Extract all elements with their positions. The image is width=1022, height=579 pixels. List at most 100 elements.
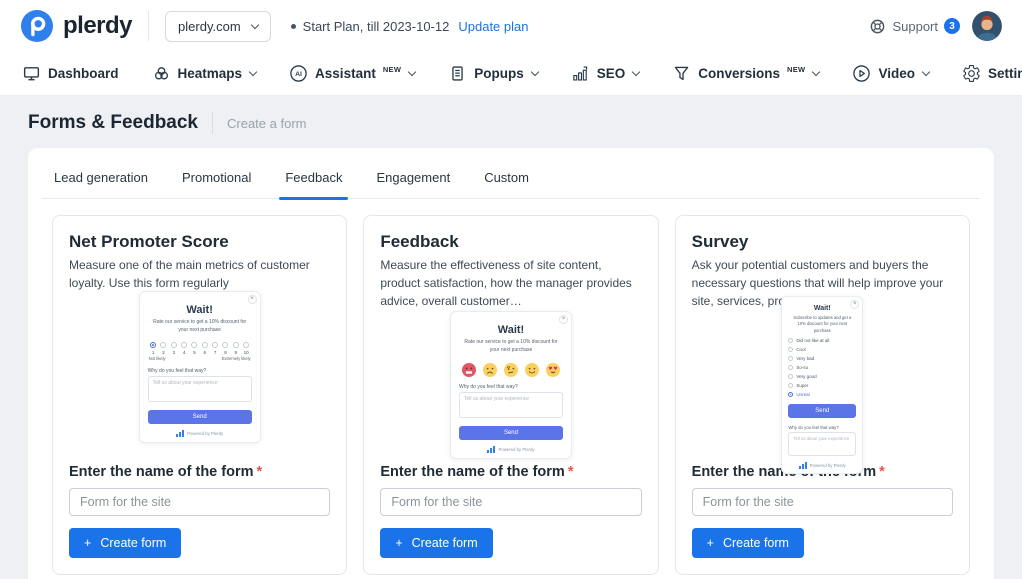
- radio-icon: [788, 355, 794, 361]
- survey-option: Cool: [788, 346, 856, 352]
- preview-send-button: Send: [458, 426, 563, 440]
- chevron-down-icon: [407, 67, 417, 77]
- card-title: Feedback: [380, 232, 459, 251]
- scale-number: 10: [243, 350, 249, 355]
- plerdy-logo[interactable]: plerdy: [20, 9, 133, 43]
- forms-panel: Lead generation Promotional Feedback Eng…: [28, 148, 994, 579]
- tab-lead-generation[interactable]: Lead generation: [54, 170, 148, 185]
- scale-option: 8: [221, 342, 230, 355]
- radio-icon: [232, 342, 239, 348]
- plus-icon: +: [84, 536, 92, 550]
- feedback-preview-popup: × Wait! Rate our service to get a 10% di…: [449, 311, 572, 459]
- powered-by: Powered by Plerdy: [788, 461, 856, 469]
- create-form-button[interactable]: + Create form: [69, 528, 182, 558]
- avatar-image: [972, 11, 1002, 41]
- video-icon: [853, 65, 871, 82]
- form-preview: × Wait! Rate our service to get a 10% di…: [380, 311, 641, 459]
- plus-icon: +: [706, 536, 714, 550]
- create-form-button[interactable]: + Create form: [691, 528, 804, 558]
- page-title: Forms & Feedback: [28, 112, 198, 133]
- radio-icon: [191, 342, 198, 348]
- form-name-input[interactable]: [69, 488, 331, 516]
- chevron-down-icon: [248, 67, 258, 77]
- nav-label: Video: [878, 66, 915, 81]
- nav-item-seo[interactable]: SEO: [571, 64, 641, 83]
- tab-engagement[interactable]: Engagement: [376, 170, 451, 185]
- heatmaps-icon: [154, 67, 168, 80]
- powered-by-text: Powered by Plerdy: [187, 431, 224, 436]
- nav-item-settings[interactable]: Settings: [962, 64, 1022, 83]
- plan-status-text: Start Plan, till 2023-10-12: [302, 18, 450, 34]
- plerdy-logo-icon: [21, 10, 53, 42]
- survey-option-label: So-so: [796, 364, 809, 370]
- nav-label: Heatmaps: [177, 66, 243, 81]
- nav-label: Conversions: [698, 66, 781, 81]
- preview-question: Why do you feel that way?: [458, 384, 518, 390]
- support-button[interactable]: Support 3: [869, 18, 960, 35]
- radio-icon: [243, 342, 250, 348]
- scale-option: 9: [231, 342, 240, 355]
- close-icon: ×: [247, 295, 257, 304]
- scale-number: 1: [151, 350, 155, 355]
- form-name-input[interactable]: [691, 488, 953, 516]
- nav-label: Dashboard: [48, 66, 119, 81]
- create-a-form-link[interactable]: Create a form: [227, 115, 307, 131]
- nav-item-popups[interactable]: Popups: [448, 64, 539, 83]
- survey-option-label: Very bad: [796, 355, 815, 361]
- preview-subheading: Subscribe to updates and get a 10% disco…: [793, 315, 852, 333]
- survey-options: Did not like at all Cool Very bad So-so …: [788, 337, 856, 397]
- preview-textarea: Tell us about your experience: [458, 392, 563, 418]
- chevron-down-icon: [250, 20, 259, 29]
- required-asterisk: *: [879, 464, 885, 480]
- form-name-label: Enter the name of the form*: [380, 464, 641, 480]
- tab-custom[interactable]: Custom: [484, 170, 529, 185]
- domain-select[interactable]: plerdy.com: [165, 10, 271, 42]
- conversions-icon: [675, 66, 689, 81]
- card-title: Net Promoter Score: [69, 232, 229, 251]
- header-divider: [148, 11, 150, 41]
- support-badge: 3: [944, 18, 960, 34]
- nav-label: SEO: [596, 66, 626, 81]
- scale-number: 2: [162, 350, 165, 355]
- card-description: Measure the effectiveness of site conten…: [380, 258, 632, 308]
- plan-status: Start Plan, till 2023-10-12 Update plan: [290, 18, 529, 34]
- angry-face-icon: [461, 363, 476, 377]
- create-form-button[interactable]: + Create form: [380, 528, 493, 558]
- title-divider: [212, 112, 213, 134]
- powered-by: Powered by Plerdy: [459, 446, 563, 453]
- preview-textarea: Tell us about your experience: [788, 431, 857, 456]
- powered-by: Powered by Plerdy: [148, 430, 252, 437]
- plerdy-bars-icon: [798, 461, 807, 469]
- survey-option: Very good: [788, 373, 856, 379]
- update-plan-link[interactable]: Update plan: [458, 18, 529, 34]
- nav-item-assistant[interactable]: AI Assistant NEW: [289, 64, 417, 83]
- domain-select-value: plerdy.com: [178, 18, 241, 34]
- radio-icon: [788, 373, 794, 379]
- card-description: Measure one of the main metrics of custo…: [69, 258, 310, 290]
- user-avatar[interactable]: [972, 11, 1002, 41]
- tab-feedback[interactable]: Feedback: [279, 158, 349, 200]
- scale-option: 7: [211, 342, 220, 355]
- scale-labels: Not likely Extremely likely: [148, 356, 252, 361]
- plerdy-bars-icon: [487, 446, 496, 453]
- nav-item-heatmaps[interactable]: Heatmaps: [152, 64, 258, 83]
- nps-scale: 1 2 3 4 5 6 7 8 9 10: [148, 342, 252, 355]
- radio-icon: [212, 342, 219, 348]
- nav-item-video[interactable]: Video: [852, 64, 931, 83]
- nav-item-dashboard[interactable]: Dashboard: [22, 64, 119, 83]
- form-name-input[interactable]: [380, 488, 642, 516]
- sad-face-icon: [482, 363, 497, 377]
- svg-text:♥: ♥: [548, 366, 552, 372]
- card-title: Survey: [691, 232, 749, 251]
- scale-option: 3: [169, 342, 178, 355]
- preview-question: Why do you feel that way?: [147, 368, 207, 374]
- scale-number: 4: [182, 350, 186, 355]
- nav-item-conversions[interactable]: Conversions NEW: [672, 64, 821, 83]
- emoji-rating: ♥ ♥: [459, 363, 563, 377]
- top-header: plerdy plerdy.com Start Plan, till 2023-…: [0, 0, 1022, 52]
- nav-label: Popups: [474, 66, 524, 81]
- radio-icon: [788, 337, 794, 343]
- scale-label-right: Extremely likely: [221, 356, 251, 361]
- tab-promotional[interactable]: Promotional: [181, 170, 252, 185]
- card-survey: Survey Ask your potential customers and …: [674, 215, 970, 575]
